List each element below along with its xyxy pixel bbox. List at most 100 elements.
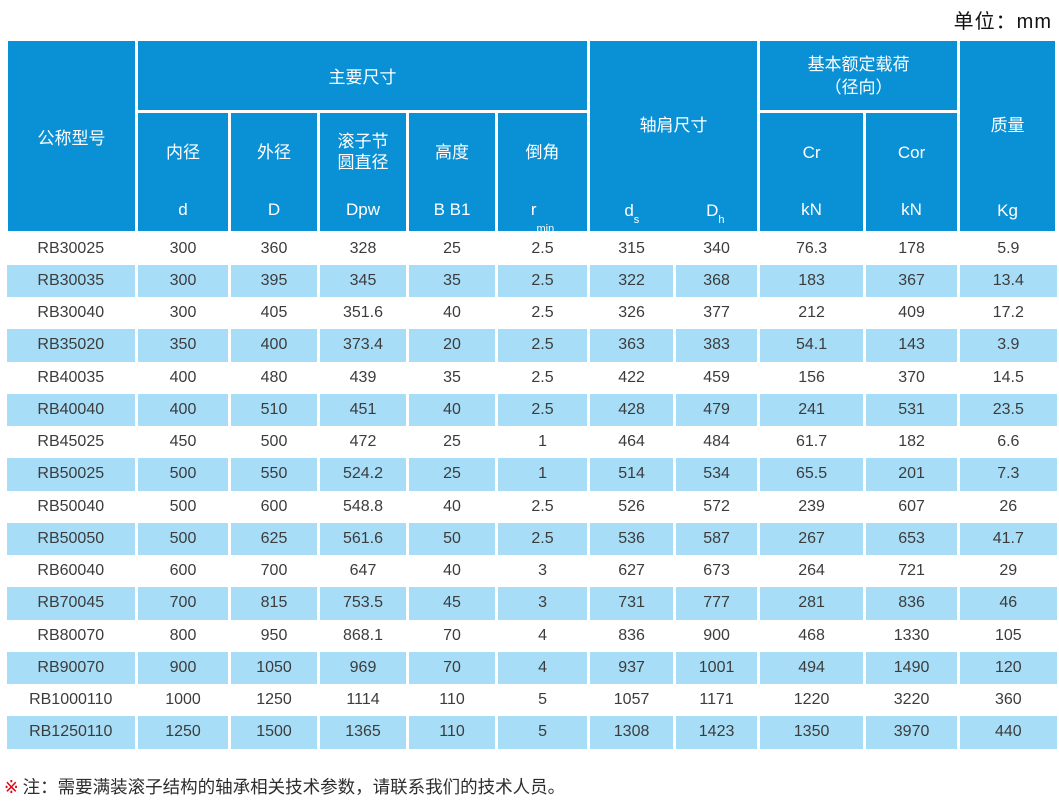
shoulder-label: 轴肩尺寸 <box>639 115 708 135</box>
table-cell: 5 <box>494 684 591 717</box>
table-cell: RB80070 <box>6 619 138 652</box>
table-cell: 20 <box>406 329 498 362</box>
col-header-height: 高度 B B1 <box>406 110 498 234</box>
col-header-pitch-diameter: 滚子节 圆直径 Dpw <box>317 110 409 234</box>
table-cell: RB70045 <box>6 587 138 620</box>
table-cell: 363 <box>587 329 677 362</box>
table-cell: 1490 <box>863 651 961 684</box>
table-cell: 587 <box>673 522 761 555</box>
table-cell: 4 <box>494 651 591 684</box>
table-cell: 1 <box>494 426 591 459</box>
table-cell: 5.9 <box>957 232 1057 265</box>
table-cell: RB35020 <box>6 329 138 362</box>
table-cell: 400 <box>135 361 231 394</box>
table-cell: 360 <box>228 232 320 265</box>
table-cell: 70 <box>406 619 498 652</box>
table-cell: 46 <box>957 587 1057 620</box>
table-cell: 373.4 <box>317 329 409 362</box>
table-cell: 7.3 <box>957 458 1057 491</box>
table-cell: 17.2 <box>957 297 1057 330</box>
table-cell: 281 <box>757 587 867 620</box>
col-group-main-dimensions: 主要尺寸 <box>134 37 591 114</box>
table-cell: 464 <box>587 426 677 459</box>
table-cell: 479 <box>673 393 761 426</box>
table-cell: 4 <box>494 619 591 652</box>
table-cell: 472 <box>317 426 409 459</box>
table-row: RB50025 500 550 524.2 25 1 514 534 65.5 201 7.3 <box>6 458 1057 491</box>
table-row: RB30035 300 395 345 35 2.5 322 368 183 367 13.4 <box>6 264 1057 297</box>
table-cell: 35 <box>406 264 498 297</box>
table-cell: 241 <box>757 393 867 426</box>
table-row: RB45025 450 500 472 25 1 464 484 61.7 182 6.6 <box>6 426 1057 459</box>
table-row: RB40035 400 480 439 35 2.5 422 459 156 370 14.5 <box>6 361 1057 394</box>
table-cell: 3 <box>494 555 591 588</box>
table-cell: 500 <box>135 522 231 555</box>
table-cell: 627 <box>587 555 677 588</box>
table-cell: 40 <box>406 393 498 426</box>
table-cell: 143 <box>863 329 961 362</box>
table-cell: 500 <box>228 426 320 459</box>
col-header-cor: Cor kN <box>863 110 961 234</box>
table-cell: 1000 <box>135 684 231 717</box>
table-cell: 2.5 <box>494 522 591 555</box>
table-cell: 105 <box>957 619 1057 652</box>
table-cell: 937 <box>587 651 677 684</box>
table-row: RB70045 700 815 753.5 45 3 731 777 281 836 46 <box>6 587 1057 620</box>
table-cell: 439 <box>317 361 409 394</box>
table-cell: 950 <box>228 619 320 652</box>
table-cell: 1500 <box>228 716 320 749</box>
table-cell: 395 <box>228 264 320 297</box>
table-cell: 673 <box>673 555 761 588</box>
table-cell: 25 <box>406 458 498 491</box>
table-cell: 494 <box>757 651 867 684</box>
table-cell: 1050 <box>228 651 320 684</box>
table-cell: 45 <box>406 587 498 620</box>
table-cell: 800 <box>135 619 231 652</box>
table-cell: 480 <box>228 361 320 394</box>
col-header-chamfer: 倒角 r min <box>494 110 591 235</box>
table-cell: 2.5 <box>494 393 591 426</box>
table-cell: RB1000110 <box>6 684 138 717</box>
table-cell: 500 <box>135 490 231 523</box>
table-cell: 422 <box>587 361 677 394</box>
footnote-text: 注：需要满装滚子结构的轴承相关技术参数，请联系我们的技术人员。 <box>22 777 566 797</box>
table-cell: 120 <box>957 651 1057 684</box>
table-cell: 26 <box>957 490 1057 523</box>
table-row: RB30025 300 360 328 25 2.5 315 340 76.3 178 5.9 <box>6 232 1057 265</box>
table-cell: 836 <box>587 619 677 652</box>
table-cell: 450 <box>135 426 231 459</box>
table-cell: 76.3 <box>757 232 867 265</box>
table-cell: 531 <box>863 393 961 426</box>
table-cell: 315 <box>587 232 677 265</box>
table-cell: 328 <box>317 232 409 265</box>
table-cell: 700 <box>228 555 320 588</box>
col-header-model: 公称型号 <box>5 38 138 234</box>
table-cell: 1250 <box>228 684 320 717</box>
table-cell: 383 <box>673 329 761 362</box>
mass-label: 质量 <box>990 115 1025 135</box>
table-cell: 409 <box>863 297 961 330</box>
unit-label: 单位：mm <box>953 11 1052 33</box>
table-cell: 400 <box>228 329 320 362</box>
table-cell: 484 <box>673 426 761 459</box>
table-cell: 2.5 <box>494 329 591 362</box>
table-cell: 524.2 <box>317 458 409 491</box>
table-cell: RB40040 <box>6 393 138 426</box>
table-cell: 405 <box>228 297 320 330</box>
table-cell: RB40035 <box>6 361 138 394</box>
table-cell: 1423 <box>673 716 761 749</box>
col-header-mass: 质量 Kg <box>957 38 1059 234</box>
table-cell: 459 <box>673 361 761 394</box>
table-cell: 40 <box>406 297 498 330</box>
table-cell: 65.5 <box>757 458 867 491</box>
table-cell: 61.7 <box>757 426 867 459</box>
table-cell: 340 <box>673 232 761 265</box>
table-cell: 526 <box>587 490 677 523</box>
table-cell: 721 <box>863 555 961 588</box>
table-cell: 900 <box>673 619 761 652</box>
table-cell: 25 <box>406 232 498 265</box>
table-cell: 23.5 <box>957 393 1057 426</box>
